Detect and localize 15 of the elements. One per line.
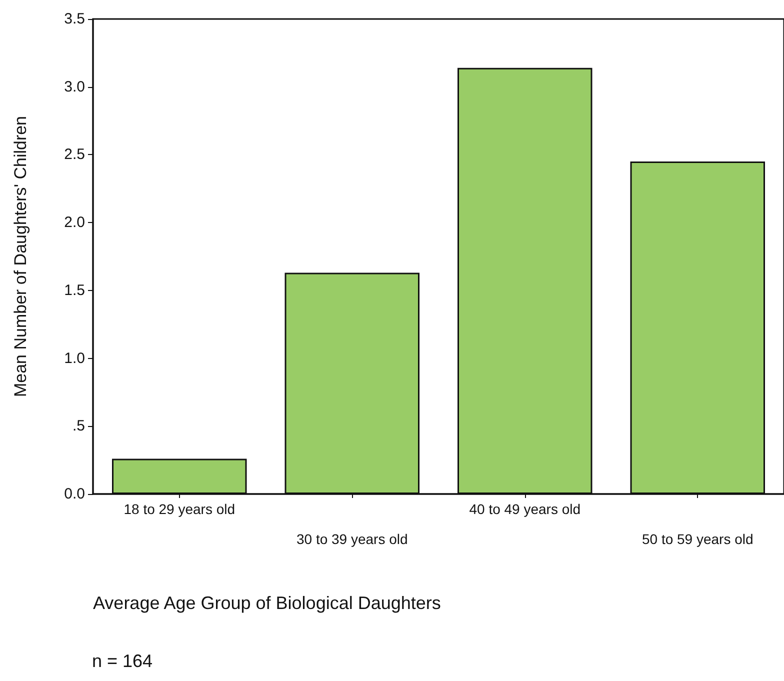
y-tick-label: 3.5	[64, 10, 85, 28]
x-axis-title: Average Age Group of Biological Daughters	[93, 593, 441, 613]
x-tick-label: 40 to 49 years old	[469, 501, 581, 517]
y-tick-label: .5	[72, 418, 85, 435]
y-tick-label: 2.5	[64, 146, 85, 164]
y-tick-label: 1.5	[64, 282, 85, 299]
x-tick-label: 30 to 39 years old	[296, 531, 408, 547]
y-tick-label: 0.0	[64, 486, 85, 502]
x-tick-label: 50 to 59 years old	[642, 531, 754, 547]
y-axis-title: Mean Number of Daughters' Children	[11, 116, 30, 398]
x-tick-label: 18 to 29 years old	[124, 501, 236, 517]
text: n = 164	[92, 651, 153, 671]
y-tick-label: 3.0	[64, 78, 85, 96]
y-tick-label: 1.0	[64, 350, 85, 367]
y-tick-label: 2.0	[64, 214, 85, 232]
